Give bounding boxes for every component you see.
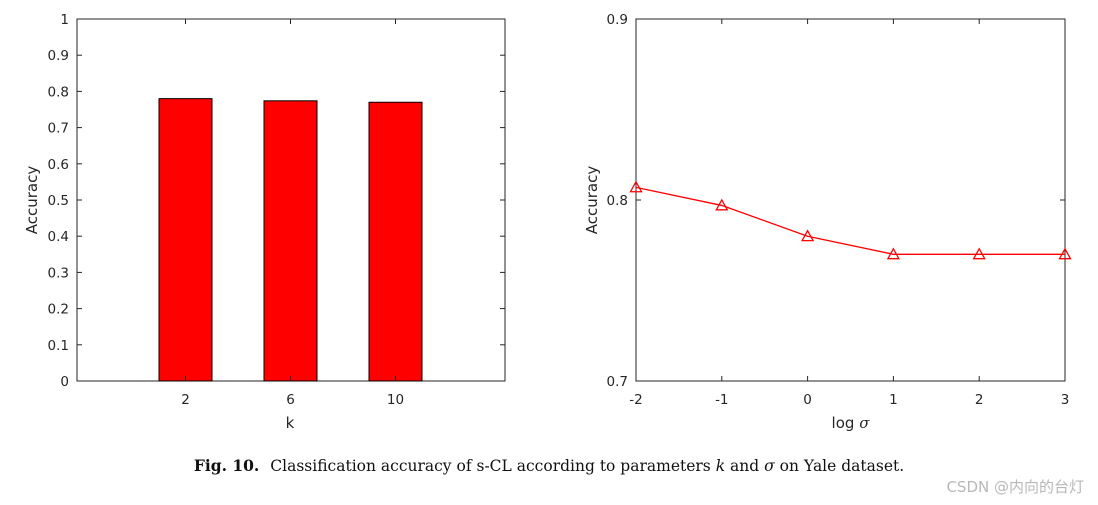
x-tick-label: -2 (629, 392, 642, 408)
triangle-marker (886, 247, 901, 260)
figure-canvas: 00.10.20.30.40.50.60.70.80.912 6 10kAccura… (23, 12, 1072, 432)
x-axis-title: k (286, 414, 295, 432)
y-axis-title: Accuracy (23, 166, 41, 235)
x-tick-label: 2 (975, 392, 984, 408)
x-tick-label: 10 (387, 392, 404, 408)
x-axis-title: log σ (832, 414, 871, 432)
bar-k-2 (158, 98, 213, 382)
triangle-marker (629, 180, 643, 193)
triangle-marker (1058, 247, 1072, 260)
caption-text-after: on Yale dataset. (779, 457, 905, 475)
caption-conjunction: and (730, 457, 760, 475)
figure-caption: Fig. 10. Classification accuracy of s-CL… (0, 456, 1098, 475)
x-tick-label: 1 (889, 392, 898, 408)
line-plot-area (635, 18, 1066, 382)
caption-text-before: Classification accuracy of s-CL accordin… (270, 457, 711, 475)
y-tick-label: 1 (60, 12, 69, 28)
bar-k-6 (263, 100, 318, 382)
y-tick-label: 0.6 (48, 157, 69, 173)
line-chart: 0.7 0.8 0.9 -2 -1 0 1 2 3 log σ Accuracy (583, 12, 1072, 432)
y-tick-label: 0.1 (48, 338, 69, 354)
y-tick-label: 0.9 (607, 12, 628, 28)
y-tick-label: 0.8 (48, 84, 69, 100)
x-axis-title-sigma: σ (859, 414, 870, 432)
caption-param-sigma: σ (764, 457, 775, 475)
x-tick-label: 2 (181, 392, 190, 408)
y-tick-label: 0.8 (607, 193, 628, 209)
y-tick-label: 0.9 (48, 48, 69, 64)
bar-k-10 (368, 101, 423, 382)
y-tick-label: 0.7 (48, 121, 69, 137)
x-tick-label: -1 (715, 392, 728, 408)
x-tick-label: 6 (286, 392, 295, 408)
y-tick-label: 0.4 (48, 229, 69, 245)
y-axis-title: Accuracy (583, 166, 601, 235)
triangle-marker (800, 229, 815, 242)
triangle-marker (715, 198, 729, 211)
x-axis-title-log: log (832, 414, 860, 432)
y-tick-label: 0.5 (48, 193, 69, 209)
triangle-marker (972, 247, 986, 260)
y-tick-label: 0.2 (48, 302, 69, 318)
y-tick-label: 0 (60, 374, 69, 390)
y-tick-label: 0.7 (607, 374, 628, 390)
watermark: CSDN @内向的台灯 (946, 478, 1084, 496)
caption-label: Fig. 10. (193, 456, 260, 475)
series-line (635, 186, 1065, 255)
caption-param-k: k (715, 457, 726, 475)
x-tick-label: 3 (1061, 392, 1070, 408)
y-tick-label: 0.3 (48, 265, 69, 281)
x-tick-label: 0 (803, 392, 812, 408)
bar-chart: 0 0.1 0.2 0.3 0.4 0.5 0.6 0.7 0.8 0.9 1 2 6 10 k Accura… (23, 12, 506, 432)
